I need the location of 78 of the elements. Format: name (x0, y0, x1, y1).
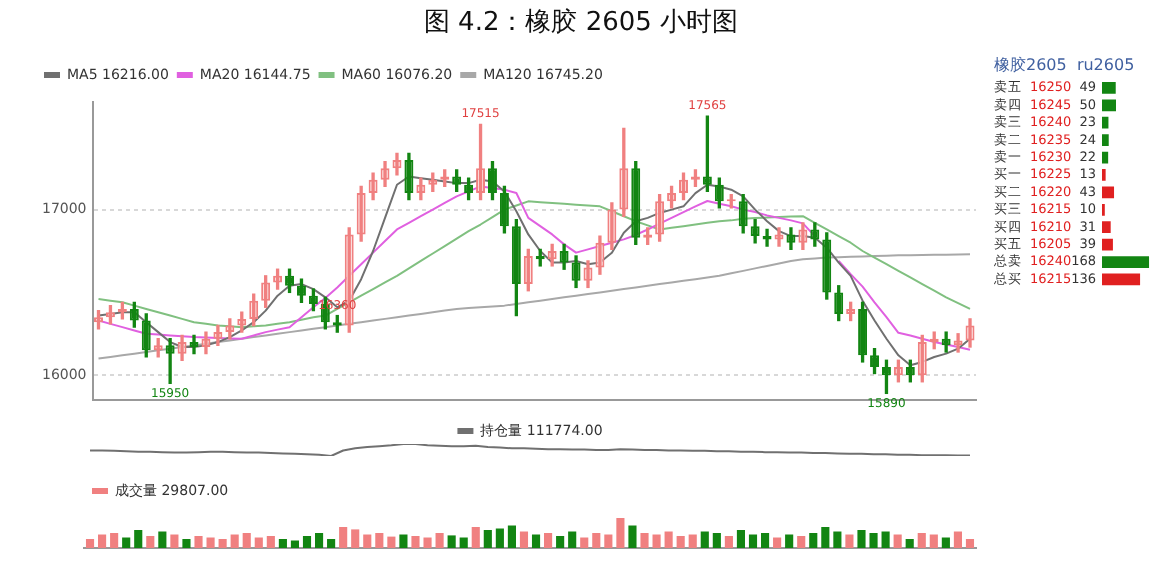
bar (604, 534, 613, 548)
bar (290, 540, 300, 548)
bar (1102, 99, 1116, 112)
bar (519, 531, 529, 548)
bar (580, 537, 589, 548)
bar (664, 531, 673, 548)
bar (158, 531, 167, 548)
bar (98, 534, 107, 548)
bar (459, 537, 468, 548)
bar (556, 536, 565, 548)
bar (134, 530, 143, 548)
bar (483, 530, 492, 548)
bar (182, 539, 191, 548)
bar (387, 536, 396, 548)
bar (688, 534, 697, 548)
chart-title: 橡胶2605 ru2605 (994, 55, 1135, 74)
bar (700, 531, 709, 548)
bar (363, 534, 372, 548)
bar (760, 533, 770, 548)
bar (351, 529, 360, 548)
bar (110, 533, 119, 548)
bar (809, 533, 818, 548)
bar (1102, 238, 1113, 251)
bar (435, 533, 444, 548)
bar (712, 533, 721, 548)
bar (146, 536, 155, 548)
bar (1102, 82, 1116, 94)
bar (399, 534, 408, 548)
bar (1102, 116, 1109, 129)
bar (471, 527, 480, 548)
bar (965, 539, 975, 548)
bar (327, 539, 336, 548)
bar (736, 530, 746, 548)
bar (1102, 256, 1150, 268)
bar (170, 534, 179, 548)
bar (266, 536, 275, 548)
bar (1102, 186, 1115, 199)
bar (85, 539, 95, 548)
bar (881, 531, 890, 548)
bar (339, 527, 348, 548)
bar (616, 518, 625, 548)
bar (785, 534, 794, 548)
bar (447, 535, 456, 548)
bar (1102, 273, 1141, 286)
bar (242, 533, 251, 548)
bar (507, 525, 516, 548)
bar (724, 536, 733, 548)
bar (495, 528, 504, 548)
bar (278, 539, 287, 548)
bar (592, 533, 601, 548)
bar (797, 536, 806, 548)
bar (568, 531, 577, 548)
bar (821, 527, 830, 548)
bar (122, 537, 131, 548)
bar (375, 533, 384, 548)
bar (544, 533, 553, 548)
bar (893, 534, 902, 548)
bar (833, 531, 842, 548)
bar (314, 533, 324, 548)
bar (1102, 221, 1111, 234)
bar (230, 534, 239, 548)
bar (1102, 134, 1109, 147)
bar (953, 531, 962, 548)
bar (1102, 151, 1109, 164)
bar (845, 534, 854, 548)
bar (531, 534, 541, 548)
bar (748, 534, 758, 548)
bar (929, 534, 938, 548)
bar (773, 537, 782, 548)
bar (302, 536, 312, 548)
bar (254, 537, 263, 548)
chart-title: 图 4.2：橡胶 2605 小时图 (421, 6, 741, 40)
bar (218, 539, 227, 548)
bar (905, 539, 914, 548)
bar (917, 533, 926, 548)
bar (676, 536, 685, 548)
bar (628, 525, 637, 548)
bar (941, 537, 950, 548)
